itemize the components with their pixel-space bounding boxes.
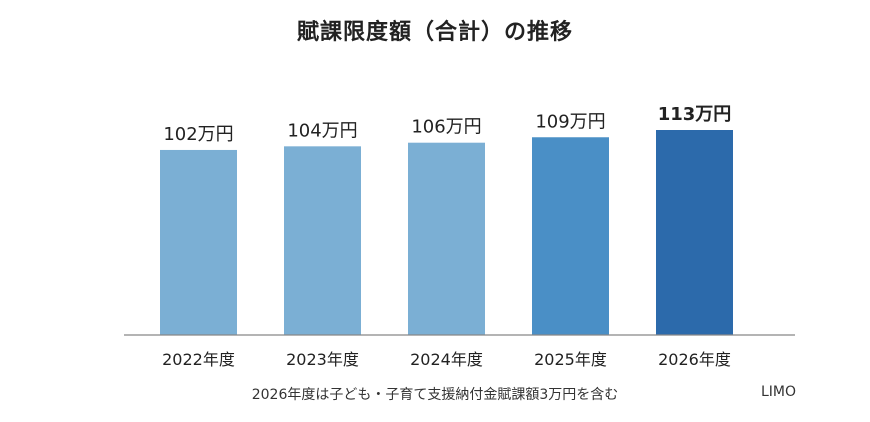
bar-2026年度	[656, 130, 733, 335]
x-tick-label: 2026年度	[658, 350, 731, 369]
x-tick-label: 2023年度	[286, 350, 359, 369]
labels-layer: 102万円 2022年度 104万円 2023年度 106万円 2024年度 109万円 20…	[162, 104, 731, 369]
x-tick-label: 2022年度	[162, 350, 235, 369]
bar-2022年度	[160, 149, 237, 335]
bar-2023年度	[284, 146, 361, 335]
bar-2024年度	[408, 142, 485, 335]
bar-value-label: 102万円	[163, 124, 233, 145]
bar-2025年度	[532, 137, 609, 335]
x-tick-label: 2024年度	[410, 350, 483, 369]
bars-layer	[160, 130, 733, 335]
bar-value-label: 106万円	[411, 117, 481, 138]
chart-title: 賦課限度額（合計）の推移	[296, 20, 573, 45]
x-tick-label: 2025年度	[534, 350, 607, 369]
bar-value-label: 109万円	[535, 111, 605, 132]
source-credit: LIMO	[760, 384, 796, 400]
bar-value-label: 113万円	[658, 104, 732, 125]
footnote: 2026年度は子ども・子育て支援納付金賦課額3万円を含む	[251, 387, 619, 403]
bar-value-label: 104万円	[287, 120, 357, 141]
